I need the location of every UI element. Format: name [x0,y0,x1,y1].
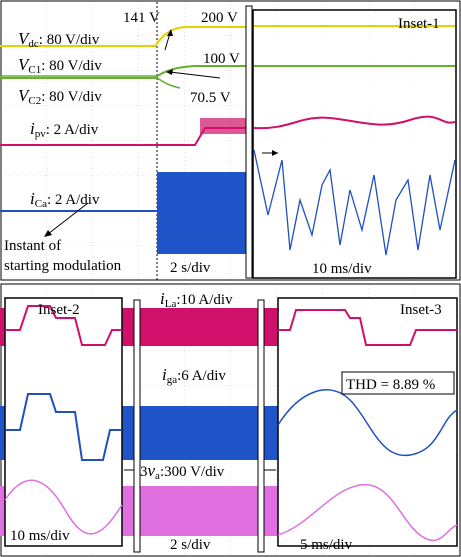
ica-band [157,172,250,254]
annotation: 141 V [123,10,160,26]
label-part: : 80 V/div [41,58,102,74]
label-va: 3va:300 V/div [140,461,225,482]
annotation: 70.5 V [190,90,231,106]
annotation: Instant of [4,238,61,254]
figure: Vdc: 80 V/div VC1: 80 V/div VC2: 80 V/di… [0,0,461,557]
inset-title: Inset-3 [400,302,442,318]
time-div: 5 ms/div [300,537,353,553]
ipv-ripple [200,118,250,134]
break-bar [134,300,140,552]
label-part: La [165,298,177,310]
label-part: ga [167,374,178,386]
top-panel: Vdc: 80 V/div VC1: 80 V/div VC2: 80 V/di… [0,1,460,280]
label-part: C1 [28,64,41,76]
label-part: :300 V/div [160,464,225,480]
inset-3-frame [278,298,457,546]
inset-title: Inset-1 [398,16,440,32]
inset-title: Inset-2 [38,302,80,318]
annotation: starting modulation [4,258,122,274]
time-div: 10 ms/div [10,528,70,544]
time-div: 2 s/div [170,260,211,276]
label-part: :10 A/div [176,292,233,308]
time-div: 10 ms/div [312,261,372,277]
annotation: 100 V [203,51,240,67]
label-part: : 80 V/div [39,32,100,48]
label-part: : 80 V/div [41,89,102,105]
label-part: :6 A/div [177,368,226,384]
label-part: pv [35,128,47,140]
label-part: : 2 A/div [47,192,100,208]
label-part: C2 [28,95,41,107]
label-part: 3 [140,464,148,480]
label-part: Ca [35,198,47,210]
time-div: 2 s/div [170,537,211,553]
bottom-panel: Inset-2 10 ms/div Inset-3 THD = 8.89 % 5… [0,284,460,556]
thd: THD = 8.89 % [346,377,435,393]
label-part: dc [28,38,39,50]
break-bar [258,300,264,552]
break-bar [246,6,252,278]
annotation: 200 V [201,10,238,26]
label-part: : 2 A/div [46,122,99,138]
